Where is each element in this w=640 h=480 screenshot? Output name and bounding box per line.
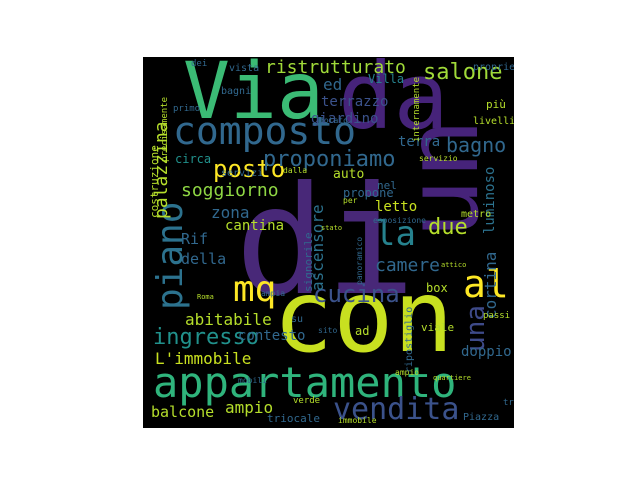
cloud-word: livelli	[473, 116, 514, 127]
cloud-word: vendita	[333, 392, 460, 427]
cloud-word: doppio	[461, 344, 512, 360]
cloud-word: Roma	[197, 293, 214, 301]
cloud-word: circa	[175, 152, 212, 166]
cloud-word: ristrutturato	[265, 57, 406, 78]
cloud-word: balcone	[151, 403, 215, 421]
cloud-word: camere	[375, 255, 441, 276]
cloud-word: primo	[173, 104, 201, 114]
cloud-word: nel	[377, 179, 397, 192]
cloud-word: tre	[503, 398, 514, 408]
cloud-word: ingresso	[153, 325, 259, 350]
cloud-word: più	[486, 98, 506, 111]
cloud-word: L'immobile	[155, 349, 252, 368]
cloud-word: con	[273, 258, 454, 375]
cloud-word: Rif	[181, 230, 209, 248]
cloud-word: ampio	[225, 398, 274, 417]
cloud-word: bagno	[446, 133, 507, 157]
cloud-word: cortina	[481, 251, 500, 320]
cloud-word: dalla	[283, 166, 308, 175]
cloud-word: terrazzo	[321, 94, 389, 110]
cloud-word: viale	[421, 321, 455, 334]
cloud-word: terra	[398, 134, 441, 150]
cloud-word: due	[428, 215, 468, 240]
cloud-word: proprietà	[473, 62, 514, 73]
cloud-word: giardino	[311, 111, 379, 127]
cloud-word: costruzione	[148, 144, 161, 218]
cloud-word: propone	[343, 186, 394, 200]
cloud-word: contesto	[238, 328, 306, 344]
cloud-word: internamente	[412, 76, 422, 142]
cloud-word: precisamente	[160, 96, 170, 162]
cloud-word: verde	[293, 396, 321, 406]
cloud-word: sito	[318, 326, 338, 335]
cloud-word: Piazza	[463, 412, 500, 423]
cloud-word: auto	[333, 167, 365, 182]
cloud-word: abitabile	[185, 310, 272, 329]
cloud-word: per	[343, 196, 358, 205]
cloud-word: la	[375, 214, 416, 254]
cloud-word: della	[181, 250, 227, 268]
cloud-word: servizio	[419, 154, 458, 163]
cloud-word: da	[338, 57, 449, 150]
cloud-word: mq	[233, 269, 277, 310]
cloud-word: ampia	[261, 289, 286, 298]
cloud-word: Villa	[368, 72, 405, 86]
word-cloud: Via da un di con appartamento composto vendita p…	[143, 57, 514, 428]
cloud-word: di	[235, 155, 416, 329]
cloud-word: dotato	[319, 116, 348, 125]
cloud-word: attico	[441, 261, 467, 269]
cloud-word: triocale	[267, 412, 320, 425]
cloud-word: proponiamo	[263, 147, 396, 172]
cloud-word: luminoso	[482, 166, 498, 235]
cloud-word: Via	[183, 57, 324, 137]
cloud-word: panoramico	[355, 236, 364, 285]
cloud-word: signorile	[302, 232, 315, 293]
cloud-word: bagni	[221, 86, 252, 97]
cloud-word: ed	[323, 75, 343, 94]
cloud-word: esposizione	[373, 216, 426, 225]
cloud-word: salone	[423, 60, 503, 85]
cloud-word: cantina	[225, 218, 285, 234]
cloud-word: appartamento	[153, 358, 457, 407]
cloud-word: dei	[191, 59, 208, 69]
cloud-word: stato	[321, 224, 343, 232]
cloud-word: posto	[213, 155, 286, 183]
cloud-word: soggiorno	[181, 180, 279, 201]
cloud-word: ampio	[395, 368, 420, 377]
cloud-word: su	[291, 314, 304, 325]
cloud-word: ripostiglio	[404, 306, 415, 373]
cloud-word: immobile	[338, 416, 377, 425]
cloud-word: letto	[375, 199, 418, 215]
cloud-word: servizi	[221, 168, 264, 179]
cloud-word: zona	[211, 203, 250, 222]
cloud-word: metro	[461, 209, 492, 220]
cloud-word: ad	[355, 324, 370, 338]
cloud-word: composto	[173, 109, 357, 153]
cloud-word: vista	[229, 63, 260, 74]
cloud-word: al	[463, 262, 509, 306]
cloud-word: passi	[483, 311, 511, 321]
cloud-word: mobili	[238, 376, 267, 385]
cloud-word: quartiere	[433, 374, 471, 382]
cloud-word: cucina	[313, 280, 400, 308]
cloud-word: box	[426, 281, 448, 295]
